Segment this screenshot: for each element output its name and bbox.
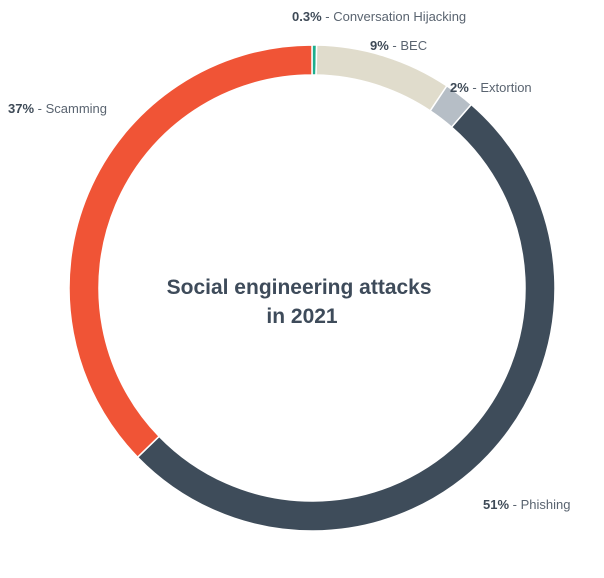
slice-bec [315,44,448,112]
label-scamming: 37% - Scamming [8,101,107,116]
chart-title-line-2: in 2021 [266,305,338,328]
chart-title: Social engineering attacks in 2021 [167,276,438,328]
label-conversation-hijacking: 0.3% - Conversation Hijacking [292,9,466,24]
slice-scamming [68,44,313,459]
slice-phishing [136,103,556,532]
label-phishing: 51% - Phishing [483,497,570,512]
label-bec: 9% - BEC [370,38,427,53]
donut-slices [68,44,556,532]
chart-title-line-1: Social engineering attacks [167,276,432,299]
label-extortion: 2% - Extortion [450,80,532,95]
